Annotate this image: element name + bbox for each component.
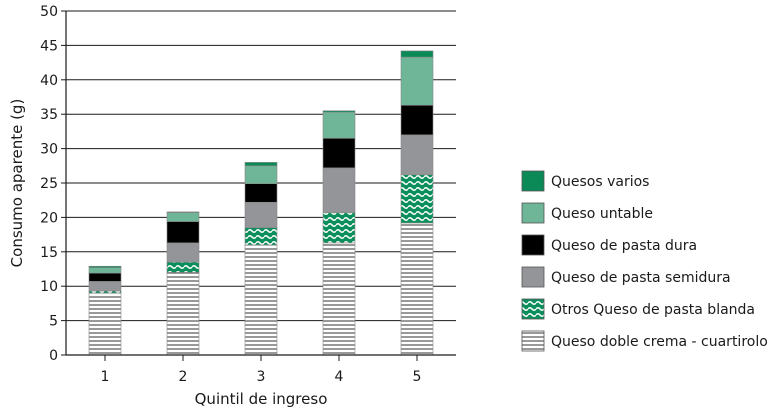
y-tick-label: 45 xyxy=(40,38,58,54)
y-tick-label: 15 xyxy=(40,245,58,261)
bar-segment xyxy=(166,261,200,273)
bar-segment xyxy=(88,267,122,274)
bar-segment xyxy=(244,244,278,356)
legend-label: Otros Queso de pasta blanda xyxy=(551,302,755,318)
bar-segment xyxy=(88,272,122,282)
bar-segment xyxy=(322,212,356,244)
y-tick-label: 30 xyxy=(40,142,58,158)
legend-swatch xyxy=(521,330,545,352)
bar-segment xyxy=(400,104,434,136)
legend-swatch xyxy=(521,202,545,224)
legend-swatch xyxy=(521,234,545,256)
bar-segment xyxy=(244,162,278,167)
bar-segment xyxy=(322,167,356,213)
legend: Quesos varios Queso untable Queso de pasta… xyxy=(521,170,768,352)
legend-label: Quesos varios xyxy=(551,174,649,190)
y-axis-title: Consumo aparente (g) xyxy=(8,99,26,268)
bar-segment xyxy=(88,292,122,356)
bar-segment xyxy=(244,183,278,203)
y-tick-label: 5 xyxy=(49,314,58,330)
bar-segment xyxy=(166,212,200,222)
x-tick-label: 5 xyxy=(413,369,422,385)
bar-segment xyxy=(166,242,200,263)
x-tick-label: 4 xyxy=(335,369,344,385)
y-tick-label: 35 xyxy=(40,107,58,123)
bar-segment xyxy=(88,281,122,292)
bar-segment xyxy=(166,211,200,213)
bar-segment xyxy=(244,227,278,246)
bar-segment xyxy=(244,165,278,184)
legend-swatch xyxy=(521,170,545,192)
legend-label: Queso doble crema - cuartirolo xyxy=(551,334,768,350)
legend-label: Queso de pasta dura xyxy=(551,238,697,254)
bar-segment xyxy=(322,110,356,113)
bar-segment xyxy=(400,222,434,356)
bar-segment xyxy=(322,111,356,139)
bar-segment xyxy=(244,201,278,229)
y-tick-label: 25 xyxy=(40,176,58,192)
legend-swatch xyxy=(521,298,545,320)
legend-swatch xyxy=(521,266,545,288)
y-tick-label: 10 xyxy=(40,279,58,295)
bar-segment xyxy=(400,174,434,224)
x-axis-title: Quintil de ingreso xyxy=(195,390,328,408)
bar-segment xyxy=(322,242,356,356)
bar-segment xyxy=(88,265,122,268)
bar-segment xyxy=(166,221,200,244)
y-tick-label: 40 xyxy=(40,73,58,89)
legend-label: Queso untable xyxy=(551,206,653,222)
bars xyxy=(88,50,434,356)
x-tick-label: 2 xyxy=(179,369,188,385)
legend-label: Queso de pasta semidura xyxy=(551,270,731,286)
y-tick-label: 50 xyxy=(40,4,58,20)
y-tick-label: 20 xyxy=(40,210,58,226)
bar-segment xyxy=(400,50,434,58)
bar-segment xyxy=(400,134,434,176)
bar-segment xyxy=(88,290,122,294)
bar-segment xyxy=(166,272,200,356)
bar-segment xyxy=(322,137,356,169)
bar-segment xyxy=(400,56,434,106)
x-tick-label: 1 xyxy=(101,369,110,385)
y-tick-label: 0 xyxy=(49,348,58,364)
x-tick-label: 3 xyxy=(257,369,266,385)
